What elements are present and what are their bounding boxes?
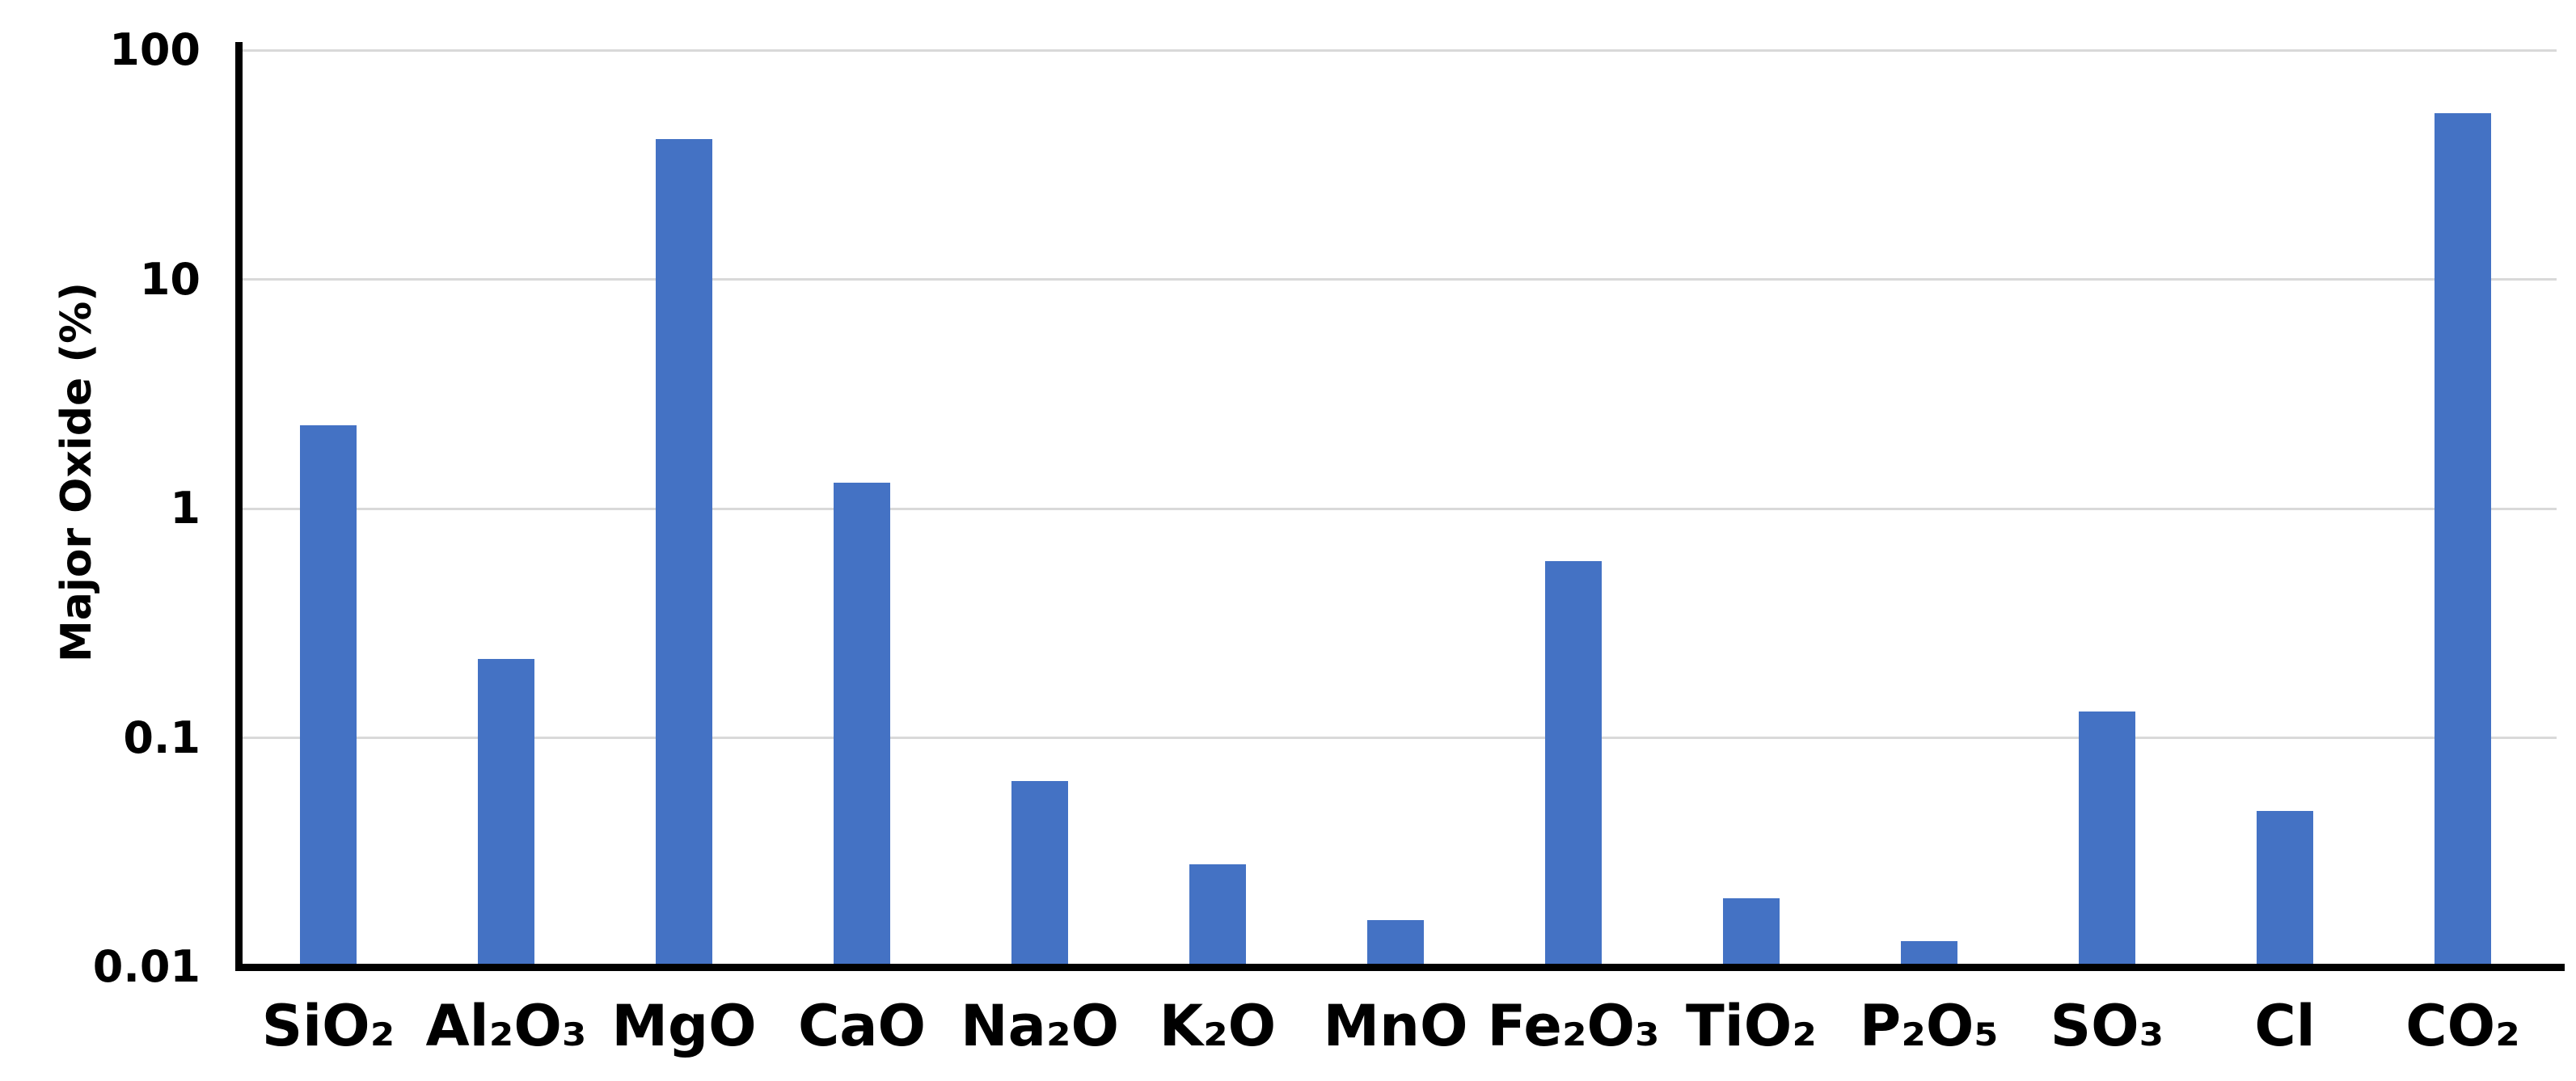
x-category-label: CaO [797, 993, 927, 1059]
y-axis-line [235, 42, 243, 971]
y-axis-title: Major Oxide (%) [53, 282, 101, 662]
x-category-label: MnO [1323, 993, 1468, 1059]
x-category-label: P₂O₅ [1859, 993, 2000, 1059]
bar [834, 482, 890, 967]
bar [1901, 940, 1957, 967]
bar [1011, 780, 1068, 967]
gridline [239, 507, 2557, 510]
gridline [239, 737, 2557, 739]
bar [2079, 712, 2135, 967]
x-category-label: CO₂ [2405, 993, 2520, 1059]
x-axis-line [235, 964, 2565, 971]
bar [1189, 864, 1246, 967]
y-tick-label: 0.1 [123, 712, 201, 763]
x-category-label: K₂O [1159, 993, 1277, 1059]
gridline [239, 49, 2557, 52]
x-category-label: TiO₂ [1686, 993, 1817, 1059]
bar [1545, 560, 1602, 967]
bar [2257, 810, 2313, 967]
x-category-label: SO₃ [2050, 993, 2164, 1059]
y-tick-label: 10 [139, 253, 201, 305]
bar [2435, 113, 2491, 967]
bar [300, 425, 357, 967]
x-category-label: Fe₂O₃ [1487, 993, 1660, 1059]
y-tick-label: 1 [170, 483, 201, 534]
bar [478, 659, 534, 967]
bar [1367, 920, 1424, 967]
bar [656, 138, 712, 967]
x-category-label: Cl [2254, 993, 2316, 1059]
y-tick-label: 0.01 [92, 941, 201, 992]
x-category-label: Na₂O [961, 993, 1119, 1059]
bar [1723, 897, 1780, 967]
gridline [239, 278, 2557, 281]
x-category-label: SiO₂ [261, 993, 395, 1059]
y-tick-label: 100 [109, 24, 201, 75]
x-category-label: Al₂O₃ [425, 993, 587, 1059]
x-category-label: MgO [611, 993, 757, 1059]
